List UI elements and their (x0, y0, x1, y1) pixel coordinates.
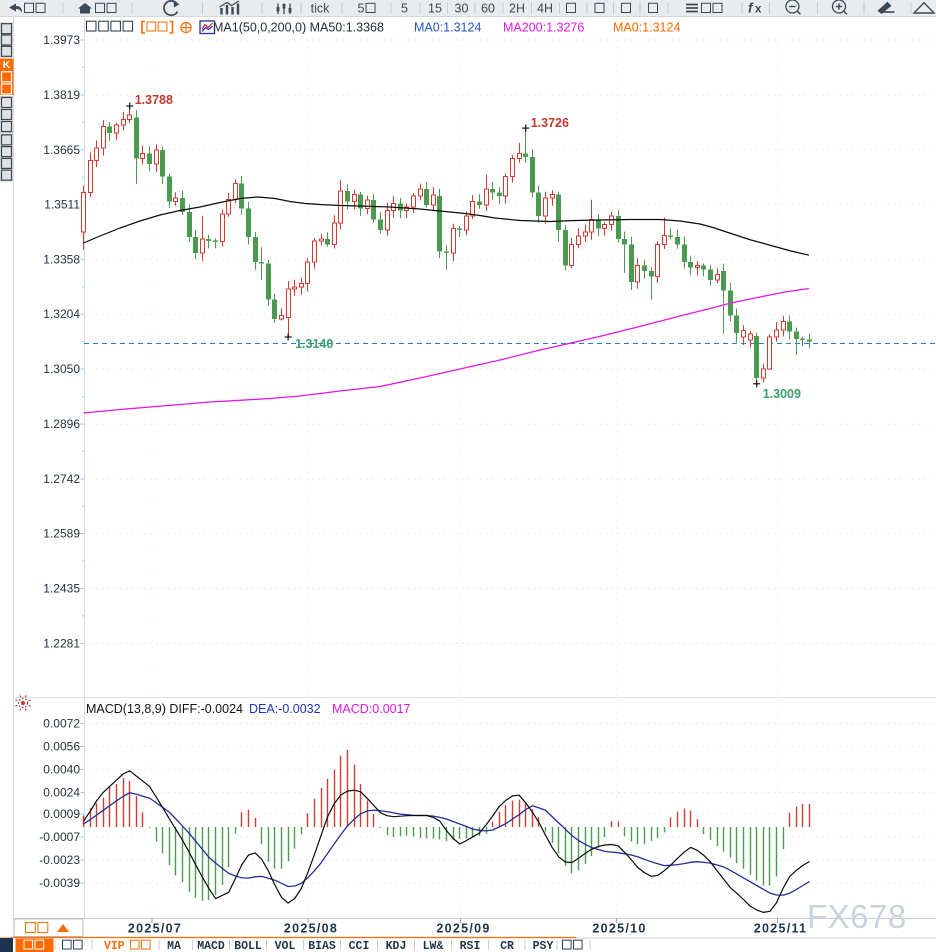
svg-text:-0.0039: -0.0039 (39, 876, 80, 890)
svg-text:MACD:0.0017: MACD:0.0017 (332, 702, 411, 716)
svg-text:0.0056: 0.0056 (43, 740, 80, 754)
svg-text:1.2589: 1.2589 (43, 527, 80, 541)
svg-text:1.3140: 1.3140 (295, 337, 333, 351)
svg-text:5: 5 (358, 2, 365, 16)
svg-text:PSY: PSY (533, 940, 554, 952)
svg-text:60: 60 (481, 2, 495, 16)
svg-text:MA: MA (167, 940, 181, 952)
svg-text:FX678: FX678 (807, 898, 907, 935)
svg-text:BOLL: BOLL (234, 940, 262, 952)
svg-text:RSI: RSI (460, 940, 481, 952)
svg-text:2025/10: 2025/10 (592, 922, 646, 936)
svg-text:-0.0007: -0.0007 (39, 830, 80, 844)
svg-text:-0.0023: -0.0023 (39, 853, 80, 867)
svg-text:1.3665: 1.3665 (43, 143, 80, 157)
svg-text:MA1(50,0,200,0) MA50:1.3368: MA1(50,0,200,0) MA50:1.3368 (213, 21, 384, 35)
svg-text:2025/08: 2025/08 (284, 922, 338, 936)
svg-text:1.2742: 1.2742 (43, 472, 80, 486)
svg-text:1.2896: 1.2896 (43, 417, 80, 431)
svg-text:MA0:1.3124: MA0:1.3124 (414, 21, 481, 35)
svg-text:tick: tick (311, 2, 331, 16)
svg-text:2025/11: 2025/11 (754, 922, 808, 936)
svg-text:K: K (3, 59, 11, 71)
svg-text:x: x (755, 4, 762, 16)
svg-text:CR: CR (500, 940, 514, 952)
svg-text:MA0:1.3124: MA0:1.3124 (613, 21, 680, 35)
svg-text:1.3204: 1.3204 (43, 307, 80, 321)
svg-text:f: f (748, 1, 754, 16)
svg-text:15: 15 (428, 2, 442, 16)
svg-text:1.3009: 1.3009 (763, 387, 801, 401)
svg-text:1.3788: 1.3788 (135, 93, 173, 107)
svg-text:VIP: VIP (104, 940, 125, 952)
svg-text:1.2281: 1.2281 (43, 636, 80, 650)
svg-text:BIAS: BIAS (308, 940, 336, 952)
svg-text:4H: 4H (537, 2, 553, 16)
svg-text:CCI: CCI (349, 940, 370, 952)
svg-text:5: 5 (401, 2, 408, 16)
svg-text:2H: 2H (509, 2, 525, 16)
svg-text:1.3511: 1.3511 (44, 198, 80, 212)
svg-text:1.3050: 1.3050 (43, 362, 80, 376)
svg-text:30: 30 (455, 2, 469, 16)
svg-text:1.3973: 1.3973 (43, 33, 80, 47)
svg-text:2025/07: 2025/07 (128, 922, 182, 936)
svg-text:2025/09: 2025/09 (436, 922, 490, 936)
svg-text:VOL: VOL (275, 940, 296, 952)
svg-text:MACD: MACD (197, 940, 225, 952)
svg-text:0.0024: 0.0024 (43, 786, 80, 800)
svg-text:1.3726: 1.3726 (531, 116, 569, 130)
svg-text:0.0009: 0.0009 (43, 807, 80, 821)
svg-text:0.0072: 0.0072 (43, 717, 80, 731)
svg-text:MACD(13,8,9) DIFF:-0.0024: MACD(13,8,9) DIFF:-0.0024 (86, 702, 243, 716)
svg-text:DEA:-0.0032: DEA:-0.0032 (249, 702, 321, 716)
svg-text:LW&: LW& (423, 940, 444, 952)
svg-text:1.2435: 1.2435 (43, 582, 80, 596)
svg-text:KDJ: KDJ (386, 940, 407, 952)
svg-text:1.3819: 1.3819 (43, 88, 80, 102)
svg-text:1.3358: 1.3358 (43, 252, 80, 266)
svg-text:MA200:1.3276: MA200:1.3276 (503, 21, 584, 35)
svg-text:0.0040: 0.0040 (43, 763, 80, 777)
